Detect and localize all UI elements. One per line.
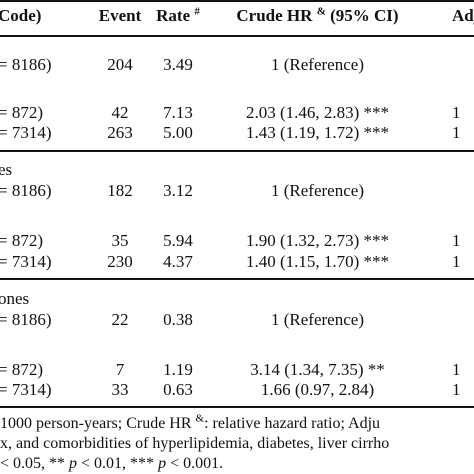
- row-label: = 872): [0, 231, 43, 250]
- row-rate: 5.00: [163, 123, 193, 142]
- row-crude-hr: 1.40 (1.15, 1.70) ***: [245, 252, 390, 271]
- section-rule: [0, 150, 474, 152]
- row-label: = 7314): [0, 123, 52, 142]
- section-label: ones: [0, 289, 30, 308]
- row-crude-hr: 2.03 (1.46, 2.83) ***: [245, 103, 390, 122]
- header-rate: Rate #: [156, 5, 200, 25]
- row-label: = 8186): [0, 310, 52, 329]
- header-rule: [0, 35, 474, 37]
- row-rate: 1.19: [163, 360, 193, 379]
- header-adjusted: Adj: [452, 6, 474, 25]
- row-event: 22: [111, 310, 129, 329]
- row-label: = 8186): [0, 55, 52, 74]
- row-crude-hr: 1 (Reference): [271, 310, 364, 329]
- row-crude-hr: 3.14 (1.34, 7.35) **: [250, 360, 385, 379]
- header-event: Event: [98, 6, 142, 25]
- row-crude-hr: 1 (Reference): [271, 55, 364, 74]
- row-event: 42: [111, 103, 129, 122]
- row-crude-hr: 1 (Reference): [271, 181, 364, 200]
- row-rate: 4.37: [163, 252, 193, 271]
- header-crude-hr: Crude HR & (95% CI): [236, 5, 399, 25]
- footnote-line-1: 1000 person-years; Crude HR &: relative …: [0, 412, 381, 432]
- row-event: 263: [107, 123, 133, 142]
- row-event: 182: [107, 181, 133, 200]
- row-adjusted: 1: [452, 380, 461, 399]
- table-bottom-rule: [0, 406, 474, 408]
- footnote-line-3: < 0.05, ** p < 0.01, *** p < 0.001.: [0, 455, 224, 472]
- section-label: es: [0, 160, 13, 179]
- row-rate: 7.13: [163, 103, 193, 122]
- table-top-rule: [0, 0, 474, 2]
- row-crude-hr: 1.43 (1.19, 1.72) ***: [245, 123, 390, 142]
- row-adjusted: 1: [452, 360, 461, 379]
- row-rate: 0.38: [163, 310, 193, 329]
- row-label: = 7314): [0, 252, 52, 271]
- row-adjusted: 1: [452, 123, 461, 142]
- row-rate: 3.12: [163, 181, 193, 200]
- row-label: = 872): [0, 360, 43, 379]
- row-crude-hr: 1.90 (1.32, 2.73) ***: [245, 231, 390, 250]
- row-label: = 7314): [0, 380, 52, 399]
- footnote-line-2: x, and comorbidities of hyperlipidemia, …: [0, 435, 390, 452]
- row-adjusted: 1: [452, 231, 461, 250]
- header-group: Code): [0, 6, 42, 25]
- row-event: 7: [115, 360, 125, 379]
- row-event: 33: [111, 380, 129, 399]
- row-adjusted: 1: [452, 252, 461, 271]
- row-label: = 872): [0, 103, 43, 122]
- section-rule: [0, 278, 474, 280]
- row-rate: 5.94: [163, 231, 193, 250]
- row-event: 35: [111, 231, 129, 250]
- row-rate: 0.63: [163, 380, 193, 399]
- row-label: = 8186): [0, 181, 52, 200]
- row-event: 230: [107, 252, 133, 271]
- row-rate: 3.49: [163, 55, 193, 74]
- row-crude-hr: 1.66 (0.97, 2.84): [260, 380, 375, 399]
- row-event: 204: [107, 55, 133, 74]
- row-adjusted: 1: [452, 103, 461, 122]
